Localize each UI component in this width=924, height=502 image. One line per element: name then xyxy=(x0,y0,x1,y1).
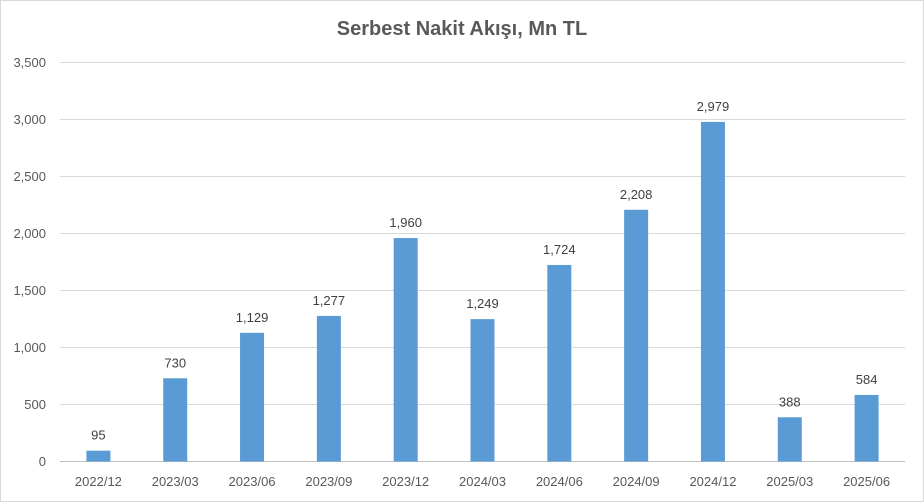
y-tick-label: 2,500 xyxy=(13,169,46,184)
x-tick-label: 2024/12 xyxy=(689,474,736,489)
data-label: 2,979 xyxy=(697,99,730,114)
x-tick-label: 2025/06 xyxy=(843,474,890,489)
chart-title: Serbest Nakit Akışı, Mn TL xyxy=(336,18,588,40)
y-tick-label: 3,500 xyxy=(13,55,46,70)
data-label: 388 xyxy=(779,394,801,409)
x-tick-label: 2024/06 xyxy=(536,474,583,489)
x-tick-label: 2023/03 xyxy=(152,474,199,489)
y-tick-label: 1,500 xyxy=(13,283,46,298)
data-label: 95 xyxy=(91,428,105,443)
data-label: 1,129 xyxy=(236,310,269,325)
data-label: 1,249 xyxy=(466,296,499,311)
bar xyxy=(624,209,649,462)
bar xyxy=(163,378,188,462)
bar xyxy=(316,315,341,462)
y-tick-label: 2,000 xyxy=(13,226,46,241)
x-tick-label: 2025/03 xyxy=(766,474,813,489)
data-label: 584 xyxy=(856,372,878,387)
data-label: 1,724 xyxy=(543,242,576,257)
y-tick-label: 3,000 xyxy=(13,112,46,127)
y-tick-label: 500 xyxy=(24,397,46,412)
x-tick-label: 2024/09 xyxy=(613,474,660,489)
x-tick-label: 2022/12 xyxy=(75,474,122,489)
bar xyxy=(393,238,418,462)
bar xyxy=(700,121,725,462)
bar xyxy=(470,319,495,462)
bar xyxy=(854,394,879,462)
x-tick-label: 2023/06 xyxy=(229,474,276,489)
bar xyxy=(86,450,111,462)
y-tick-label: 1,000 xyxy=(13,340,46,355)
bar xyxy=(777,417,802,462)
bar xyxy=(547,264,572,462)
x-tick-label: 2023/09 xyxy=(305,474,352,489)
y-tick-label: 0 xyxy=(39,454,46,469)
data-label: 1,277 xyxy=(313,293,346,308)
bar xyxy=(240,332,265,462)
data-label: 730 xyxy=(164,355,186,370)
x-tick-label: 2023/12 xyxy=(382,474,429,489)
data-label: 1,960 xyxy=(389,215,422,230)
x-tick-label: 2024/03 xyxy=(459,474,506,489)
data-label: 2,208 xyxy=(620,187,653,202)
